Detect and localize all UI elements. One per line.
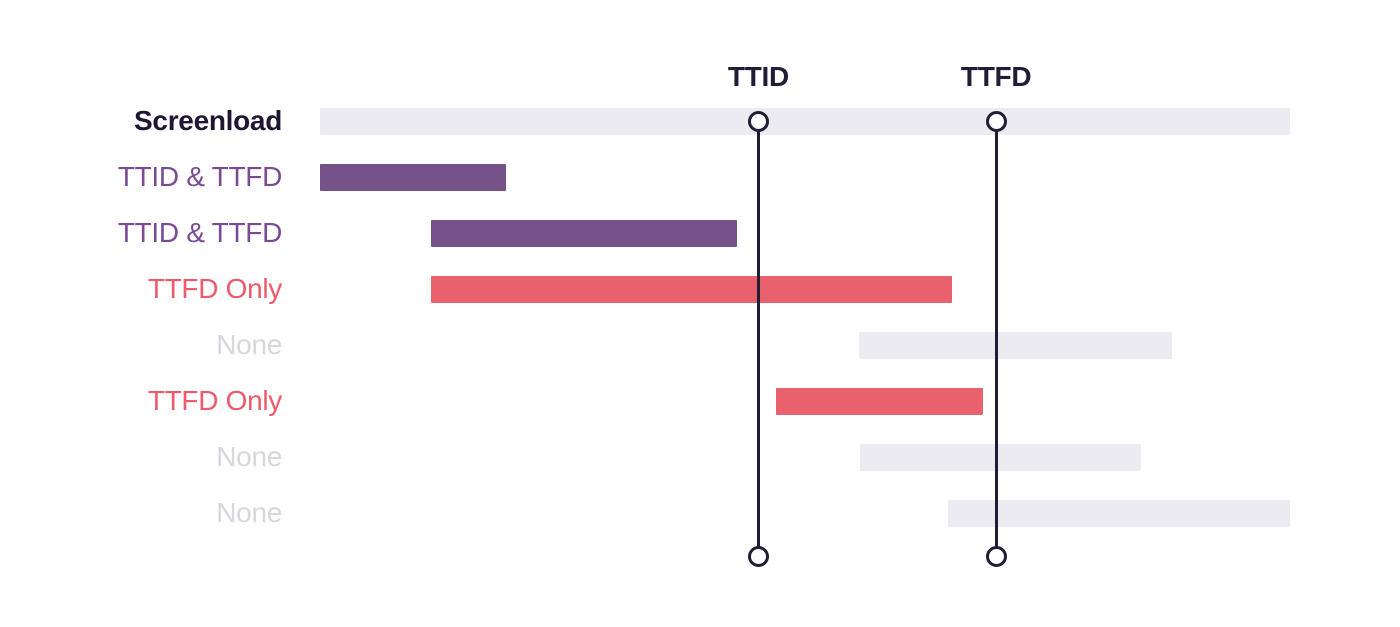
row-label-none: None — [216, 497, 282, 528]
row-label-ttfd_only: TTFD Only — [147, 385, 282, 416]
row-label-ttid_ttfd: TTID & TTFD — [117, 217, 282, 248]
ttid-marker-line — [756, 121, 760, 556]
ttid-marker-label: TTID — [727, 61, 789, 92]
row-label-none: None — [216, 329, 282, 360]
ttfd-only-bar — [775, 387, 984, 415]
screenload-track-bar — [320, 107, 1290, 135]
ttfd-marker-top-circle — [985, 110, 1007, 132]
ttid-ttfd-bar — [430, 219, 738, 247]
row-label-screenload: Screenload — [134, 105, 282, 136]
row-label-none: None — [216, 441, 282, 472]
ttfd-marker-label: TTFD — [960, 61, 1032, 92]
ttfd-marker-line — [994, 121, 998, 556]
none-bar — [947, 499, 1290, 527]
row-label-ttfd_only: TTFD Only — [147, 273, 282, 304]
ttid-marker-top-circle — [747, 110, 769, 132]
ttfd-marker-bottom-circle — [985, 545, 1007, 567]
none-bar — [860, 443, 1141, 471]
none-bar — [859, 331, 1172, 359]
ttid-ttfd-bar — [320, 163, 507, 191]
row-label-ttid_ttfd: TTID & TTFD — [117, 161, 282, 192]
ttfd-only-bar — [430, 275, 953, 303]
ttid-marker-bottom-circle — [747, 545, 769, 567]
